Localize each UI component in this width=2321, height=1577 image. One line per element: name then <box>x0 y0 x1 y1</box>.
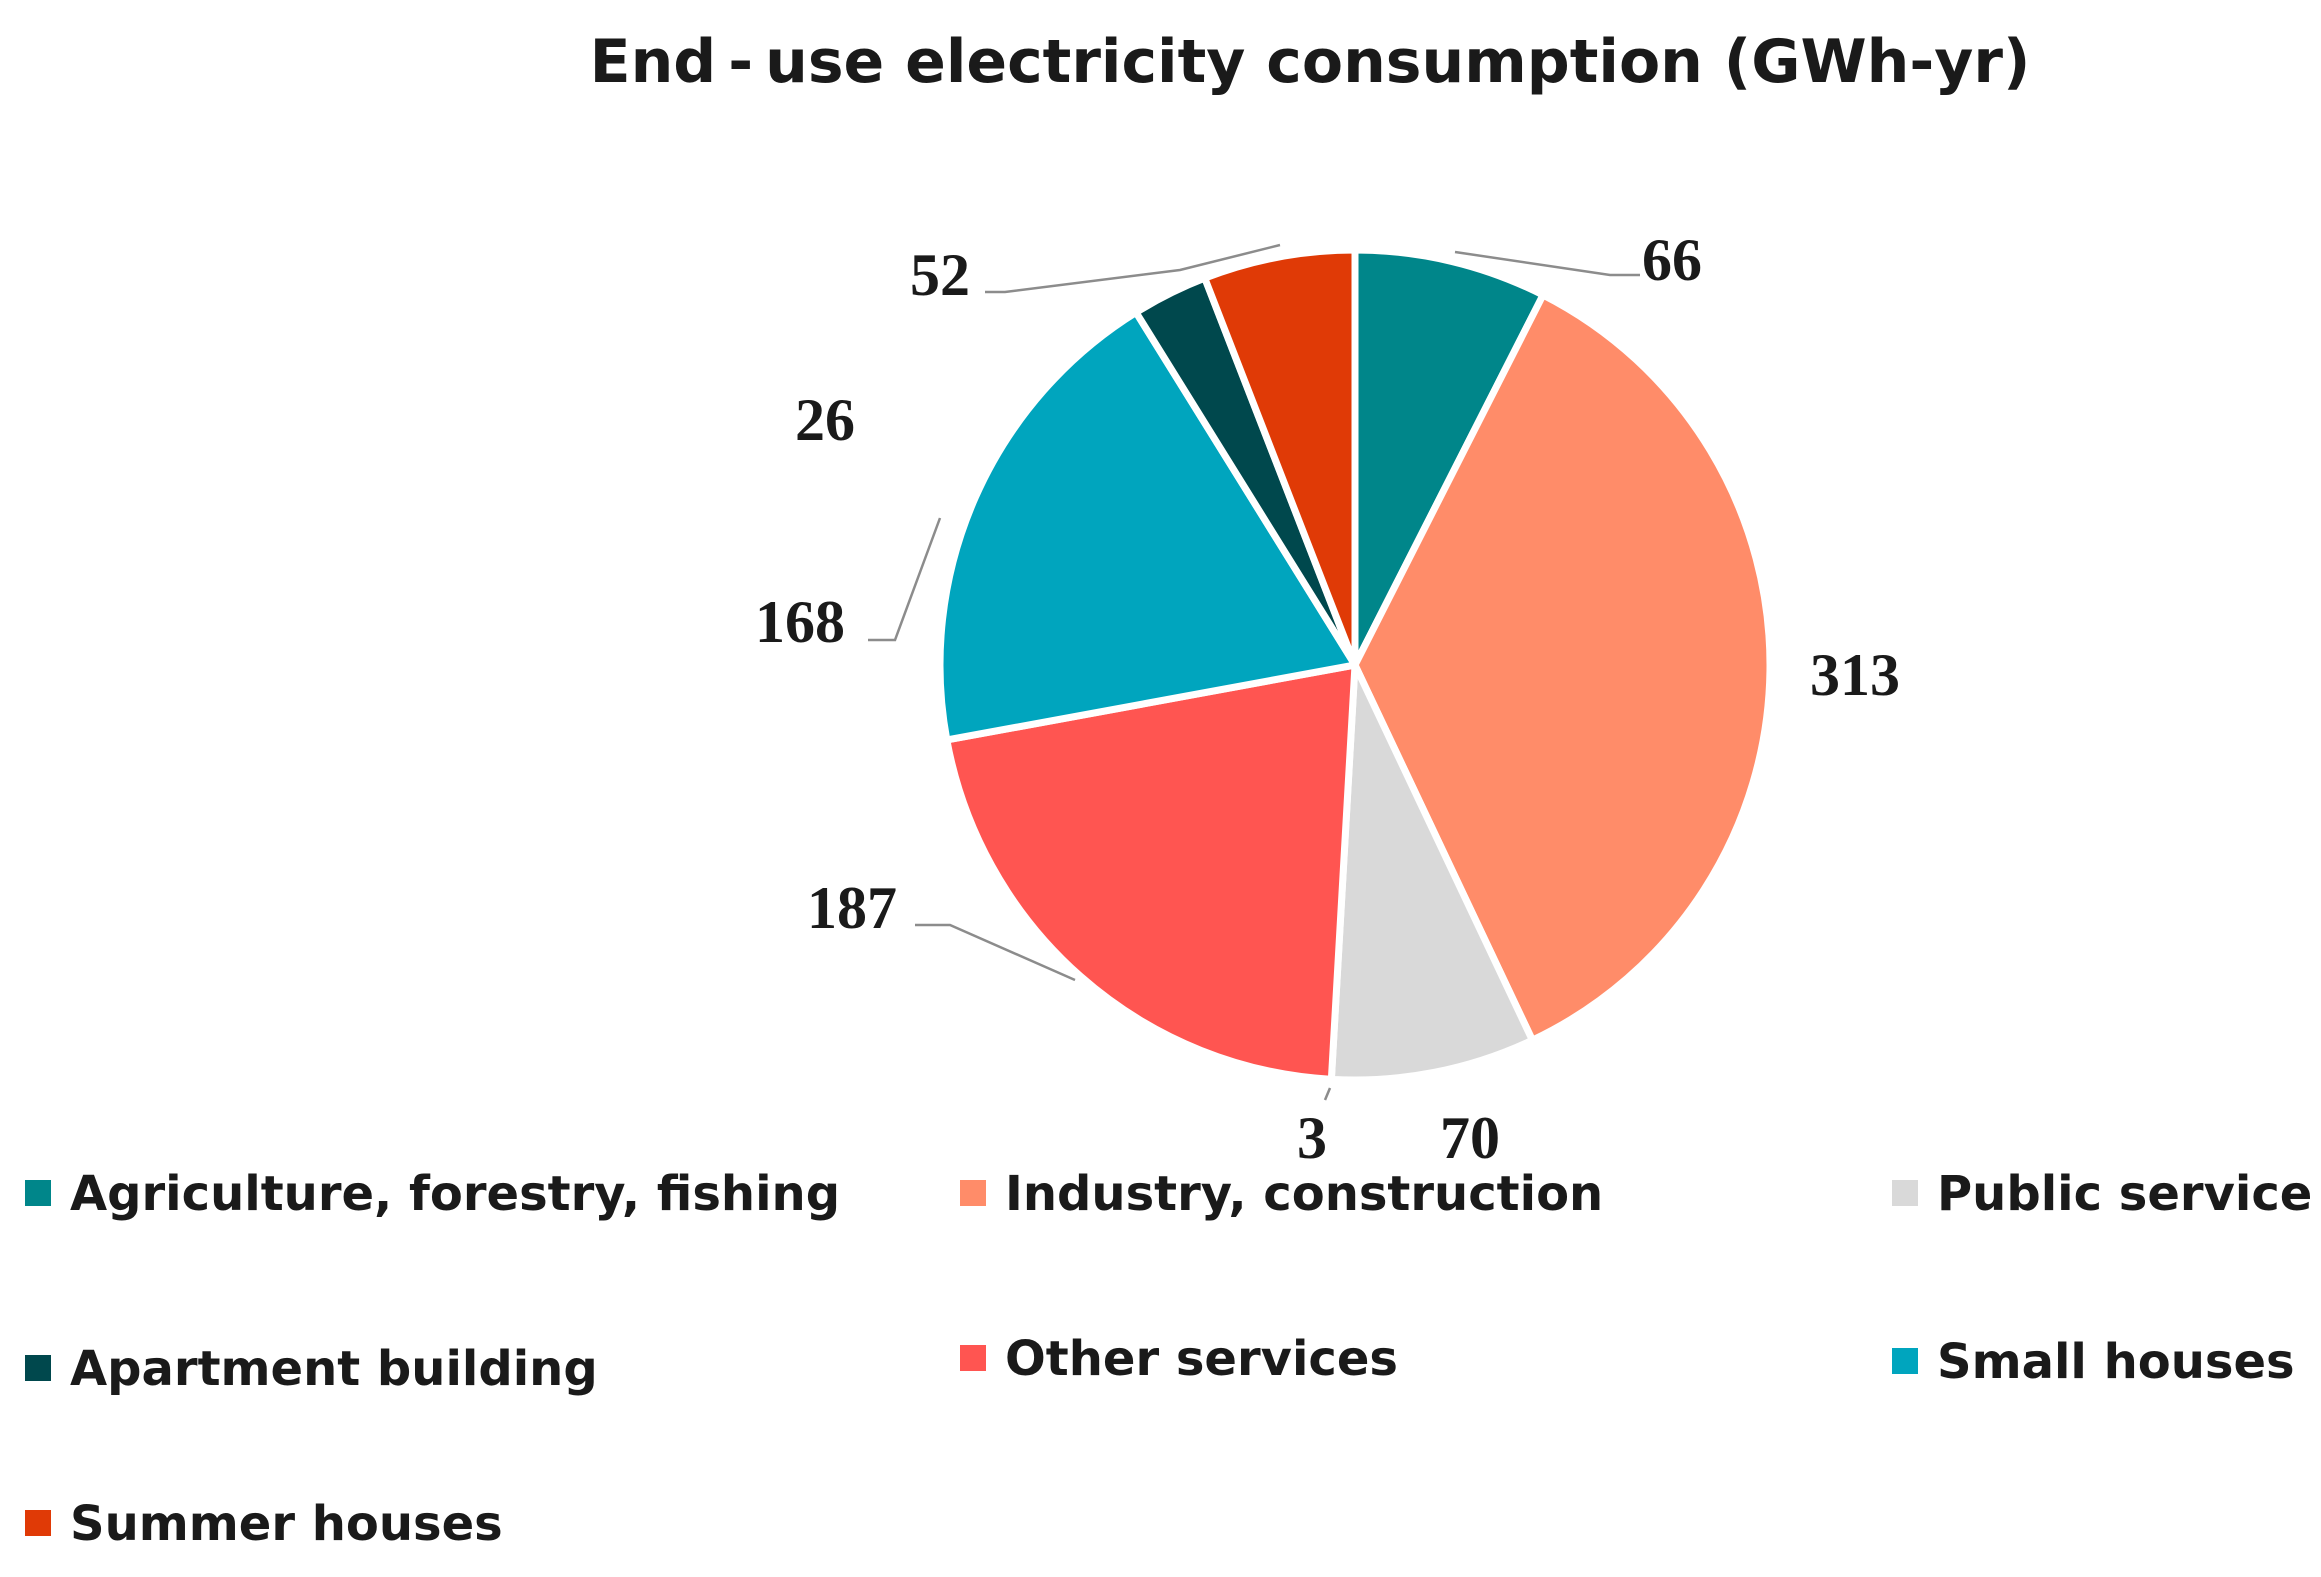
legend-label-apartment-building: Apartment building <box>70 1341 598 1397</box>
legend-label-small-houses: Small houses <box>1937 1334 2295 1390</box>
data-label-small-houses: 168 <box>755 589 845 655</box>
legend-swatch-small-houses <box>1892 1348 1918 1374</box>
pie-slice-summer-houses <box>1201 246 1359 669</box>
leader-small-houses <box>868 517 942 642</box>
legend-label-industry-construction: Industry, construction <box>1005 1166 1603 1222</box>
legend: Agriculture, forestry, fishing Industry, … <box>25 1166 2312 1552</box>
data-label-public-service: 70 <box>1440 1105 1500 1171</box>
data-labels: 66 313 70 187 168 26 52 3 <box>755 227 1900 1171</box>
leader-extra <box>1323 1087 1332 1101</box>
legend-label-summer-houses: Summer houses <box>70 1496 503 1552</box>
legend-item-summer-houses: Summer houses <box>25 1496 503 1552</box>
legend-swatch-industry-construction <box>960 1180 986 1206</box>
legend-label-public-service: Public service <box>1937 1166 2312 1222</box>
pie-slice-small-houses <box>936 308 1359 744</box>
leader-agriculture <box>1454 250 1640 277</box>
legend-item-agriculture-forestry-fishing: Agriculture, forestry, fishing <box>25 1166 840 1222</box>
leader-summer-houses <box>985 243 1281 294</box>
data-label-industry-construction: 313 <box>1810 642 1900 708</box>
legend-label-agriculture-forestry-fishing: Agriculture, forestry, fishing <box>70 1166 840 1222</box>
pie-slice-other-services <box>943 661 1359 1083</box>
legend-swatch-public-service <box>1892 1180 1918 1206</box>
legend-item-apartment-building: Apartment building <box>25 1341 598 1397</box>
pie-slice-public-service <box>1327 661 1536 1084</box>
legend-item-small-houses: Small houses <box>1892 1334 2295 1390</box>
pie-slice-industry-construction <box>1351 291 1774 1044</box>
legend-swatch-other-services <box>960 1345 986 1371</box>
legend-swatch-summer-houses <box>25 1510 51 1536</box>
leader-other-services <box>915 923 1076 982</box>
legend-swatch-agriculture-forestry-fishing <box>25 1180 51 1206</box>
data-label-extra: 3 <box>1297 1105 1327 1171</box>
legend-item-industry-construction: Industry, construction <box>960 1166 1603 1222</box>
leader-lines <box>868 243 1640 1101</box>
legend-label-other-services: Other services <box>1005 1331 1398 1387</box>
chart-title: End - use electricity consumption (GWh-y… <box>590 27 2031 97</box>
data-label-apartment-building: 26 <box>795 387 855 453</box>
pie-slice-agriculture-forestry-fishing <box>1351 246 1547 669</box>
data-label-other-services: 187 <box>807 875 897 941</box>
pie-slices <box>936 246 1774 1084</box>
data-label-summer-houses: 52 <box>910 242 970 308</box>
legend-swatch-apartment-building <box>25 1355 51 1381</box>
legend-item-other-services: Other services <box>960 1331 1398 1387</box>
data-label-agriculture-forestry-fishing: 66 <box>1642 227 1702 293</box>
legend-item-public-service: Public service <box>1892 1166 2312 1222</box>
